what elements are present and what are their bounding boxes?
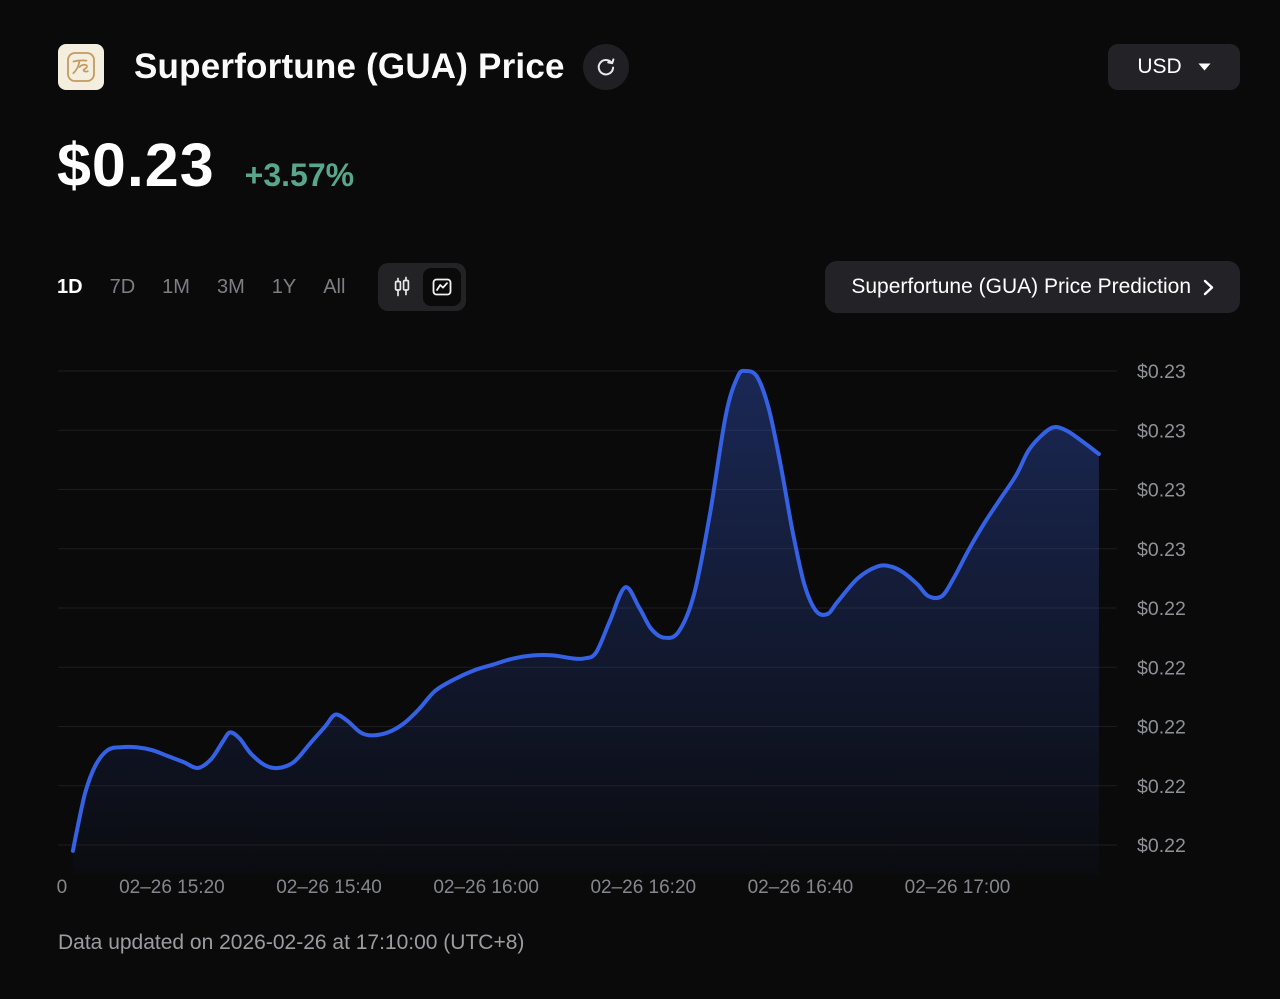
area-chart-icon	[430, 275, 454, 299]
candlestick-chart-button[interactable]	[383, 268, 421, 306]
y-axis-label: $0.23	[1137, 480, 1186, 502]
area-chart-button[interactable]	[423, 268, 462, 306]
prediction-button[interactable]: Superfortune (GUA) Price Prediction	[825, 261, 1240, 313]
price-row: $0.23 +3.57%	[57, 131, 355, 199]
y-axis-label: $0.22	[1137, 657, 1186, 679]
range-tabs: 1D 7D 1M 3M 1Y All	[57, 276, 345, 299]
x-axis-label: 02–26 15:20	[119, 877, 225, 898]
chevron-right-icon	[1203, 279, 1214, 296]
prediction-button-label: Superfortune (GUA) Price Prediction	[851, 275, 1191, 298]
page-title: Superfortune (GUA) Price	[134, 47, 565, 86]
top-bar: Superfortune (GUA) Price USD	[58, 44, 1240, 90]
price-change-badge: +3.57%	[244, 157, 355, 193]
y-axis-label: $0.22	[1137, 835, 1186, 857]
range-tab-all[interactable]: All	[323, 275, 346, 298]
range-tab-1m[interactable]: 1M	[162, 275, 190, 298]
x-axis-label: 0	[57, 877, 68, 898]
refresh-icon	[595, 56, 617, 78]
currency-value: USD	[1137, 55, 1182, 78]
chevron-down-icon	[1198, 63, 1211, 71]
superfortune-logo-icon	[67, 52, 95, 82]
currency-selector[interactable]: USD	[1108, 44, 1240, 90]
range-tab-1y[interactable]: 1Y	[271, 275, 297, 298]
y-axis-label: $0.22	[1137, 598, 1186, 620]
price-line	[70, 368, 1101, 853]
y-axis-label: $0.23	[1137, 539, 1186, 561]
superfortune-logo	[58, 44, 104, 90]
y-axis-label: $0.23	[1137, 420, 1186, 442]
price-chart[interactable]: $0.23 $0.23 $0.23 $0.23 $0.22 $0.22 $0.22 $0.22…	[0, 340, 1280, 900]
y-axis-label: $0.22	[1137, 776, 1186, 798]
x-axis-label: 02–26 17:00	[905, 877, 1011, 898]
chart-controls-row: 1D 7D 1M 3M 1Y All	[57, 261, 1240, 313]
range-tab-1d[interactable]: 1D	[57, 275, 83, 298]
price-value: $0.23	[57, 131, 215, 199]
y-axis-label: $0.22	[1137, 717, 1186, 739]
x-axis-label: 02–26 16:00	[433, 877, 539, 898]
range-tab-3m[interactable]: 3M	[216, 275, 245, 298]
update-timestamp: Data updated on 2026-02-26 at 17:10:00 (…	[58, 931, 525, 954]
x-axis-label: 02–26 16:40	[748, 877, 854, 898]
y-axis-label: $0.23	[1137, 361, 1186, 383]
range-tab-7d[interactable]: 7D	[109, 275, 136, 298]
candlestick-icon	[390, 275, 414, 299]
refresh-button[interactable]	[582, 44, 629, 90]
price-area-fill	[72, 370, 1099, 874]
x-axis-label: 02–26 16:20	[590, 877, 696, 898]
chart-type-toggle	[378, 263, 467, 311]
x-axis-label: 02–26 15:40	[276, 877, 382, 898]
